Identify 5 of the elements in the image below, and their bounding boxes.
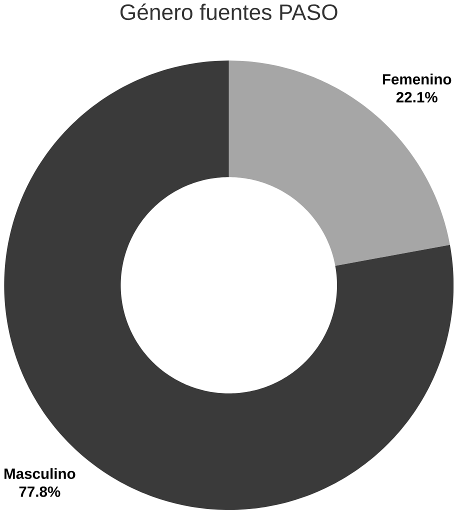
data-label: 22.1% — [396, 92, 438, 102]
slice-label: Masculino — [4, 468, 76, 479]
data-label: 77.8% — [19, 486, 60, 497]
slice-label: Femenino — [382, 74, 452, 85]
chart-title: Género fuentes PASO — [120, 4, 338, 20]
